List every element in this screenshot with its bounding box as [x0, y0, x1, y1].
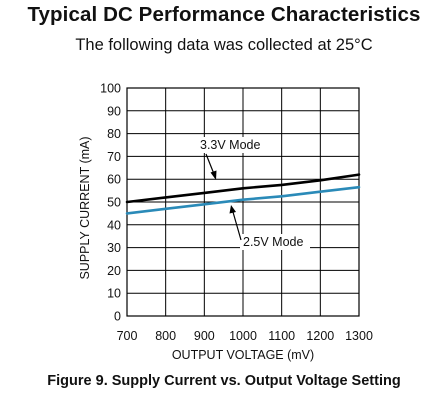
y-axis-label: SUPPLY CURRENT (mA): [78, 136, 92, 279]
series-3v3-mode-line: [125, 173, 361, 204]
y-tick-label: 90: [107, 104, 121, 118]
y-tick-label: 100: [100, 82, 121, 96]
annotation-3v3-background: [198, 137, 266, 153]
series-2v5-mode-line: [125, 185, 361, 215]
y-tick-label: 80: [107, 127, 121, 141]
y-tick-label: 10: [107, 287, 121, 301]
annotation-2v5-leader: [232, 211, 242, 241]
y-tick-label: 20: [107, 264, 121, 278]
figure-caption: Figure 9. Supply Current vs. Output Volt…: [47, 373, 401, 389]
x-tick-label: 1000: [229, 329, 257, 343]
page-subtitle: The following data was collected at 25°C: [75, 36, 373, 54]
annotation-2v5-background: [240, 234, 310, 250]
x-tick-label: 1200: [306, 329, 334, 343]
y-tick-label: 60: [107, 173, 121, 187]
annotation-3v3-mode: 3.3V Mode: [200, 138, 261, 152]
annotation-3v3-leader: [205, 153, 215, 175]
x-tick-label: 800: [155, 329, 176, 343]
annotation-2v5-mode: 2.5V Mode: [243, 235, 304, 249]
x-tick-label: 900: [194, 329, 215, 343]
x-tick-label: 1100: [268, 329, 295, 343]
y-tick-label: 0: [114, 310, 121, 324]
y-tick-label: 50: [107, 196, 121, 210]
y-tick-label: 40: [107, 218, 121, 232]
x-tick-label: 1300: [345, 329, 373, 343]
page-title: Typical DC Performance Characteristics: [27, 3, 421, 26]
x-tick-label: 700: [117, 329, 138, 343]
y-tick-label: 70: [107, 150, 121, 164]
x-axis-label: OUTPUT VOLTAGE (mV): [172, 348, 314, 362]
y-tick-label: 30: [107, 241, 121, 255]
annotation-3v3-arrowhead: [210, 170, 217, 180]
annotation-2v5-arrowhead: [229, 205, 236, 214]
